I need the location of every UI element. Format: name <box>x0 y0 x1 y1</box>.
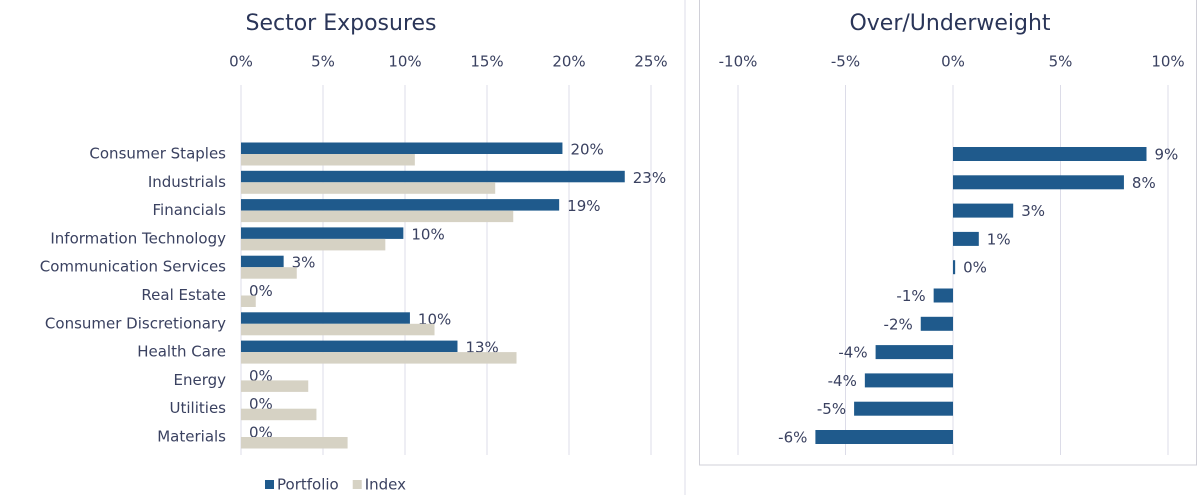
y-tick-label: Consumer Staples <box>89 145 226 163</box>
bar <box>933 288 953 303</box>
legend-label: Portfolio <box>277 476 339 494</box>
legend-swatch <box>352 480 362 489</box>
y-tick-label: Information Technology <box>50 229 226 247</box>
data-label: -6% <box>778 429 807 447</box>
x-tick-label: 20% <box>552 53 585 71</box>
bar <box>241 437 348 449</box>
bar <box>241 340 458 353</box>
bar <box>241 154 415 166</box>
bar <box>875 345 953 360</box>
data-label: -2% <box>884 315 913 333</box>
data-label: -5% <box>817 400 846 418</box>
bar <box>241 227 404 239</box>
chart-title: Over/Underweight <box>849 11 1050 36</box>
data-label: 1% <box>987 230 1011 248</box>
bar <box>920 316 953 331</box>
bar <box>241 380 309 392</box>
bar <box>815 430 953 444</box>
y-tick-label: Financials <box>153 201 227 219</box>
bar <box>241 255 284 268</box>
bar <box>241 199 560 211</box>
data-label: -4% <box>828 372 857 390</box>
data-label: 19% <box>567 197 600 215</box>
data-label: 3% <box>292 254 316 272</box>
data-label: 0% <box>963 259 987 277</box>
bar <box>241 267 297 279</box>
bar <box>241 295 256 307</box>
legend-swatch <box>265 480 274 489</box>
x-tick-label: 10% <box>388 53 421 71</box>
x-tick-label: -10% <box>719 53 758 71</box>
bar <box>241 142 563 154</box>
bar <box>864 373 953 388</box>
data-label: 9% <box>1155 146 1179 164</box>
bar <box>241 210 514 223</box>
bar <box>241 408 317 421</box>
x-tick-label: 0% <box>941 53 965 71</box>
bar <box>241 182 496 194</box>
data-label: -4% <box>838 344 867 362</box>
y-tick-label: Health Care <box>137 343 226 361</box>
bar <box>953 260 956 275</box>
x-tick-label: 10% <box>1151 53 1184 71</box>
x-tick-label: 25% <box>634 53 667 71</box>
bar <box>953 147 1147 161</box>
bar <box>241 238 386 251</box>
bar <box>241 352 517 364</box>
bar <box>953 203 1014 218</box>
legend-label: Index <box>365 476 406 494</box>
x-tick-label: 5% <box>1049 53 1073 71</box>
y-tick-label: Consumer Discretionary <box>45 314 226 332</box>
chart-title: Sector Exposures <box>245 11 436 36</box>
x-tick-label: -5% <box>831 53 860 71</box>
bar <box>953 231 979 246</box>
data-label: 10% <box>411 225 444 243</box>
data-label: -1% <box>896 287 925 305</box>
x-tick-label: 5% <box>311 53 335 71</box>
y-tick-label: Communication Services <box>40 258 226 276</box>
x-tick-label: 15% <box>470 53 503 71</box>
data-label: 8% <box>1132 174 1156 192</box>
y-tick-label: Utilities <box>170 399 227 417</box>
bar <box>854 401 953 416</box>
bar <box>241 323 435 336</box>
y-tick-label: Energy <box>173 371 226 389</box>
data-label: 3% <box>1021 202 1045 220</box>
y-tick-label: Materials <box>157 428 226 446</box>
data-label: 20% <box>570 141 603 159</box>
bar <box>953 175 1124 190</box>
x-tick-label: 0% <box>229 53 253 71</box>
data-label: 23% <box>633 169 666 187</box>
y-tick-label: Real Estate <box>141 286 226 304</box>
bar <box>241 170 625 183</box>
bar <box>241 312 410 324</box>
y-tick-label: Industrials <box>148 173 226 191</box>
